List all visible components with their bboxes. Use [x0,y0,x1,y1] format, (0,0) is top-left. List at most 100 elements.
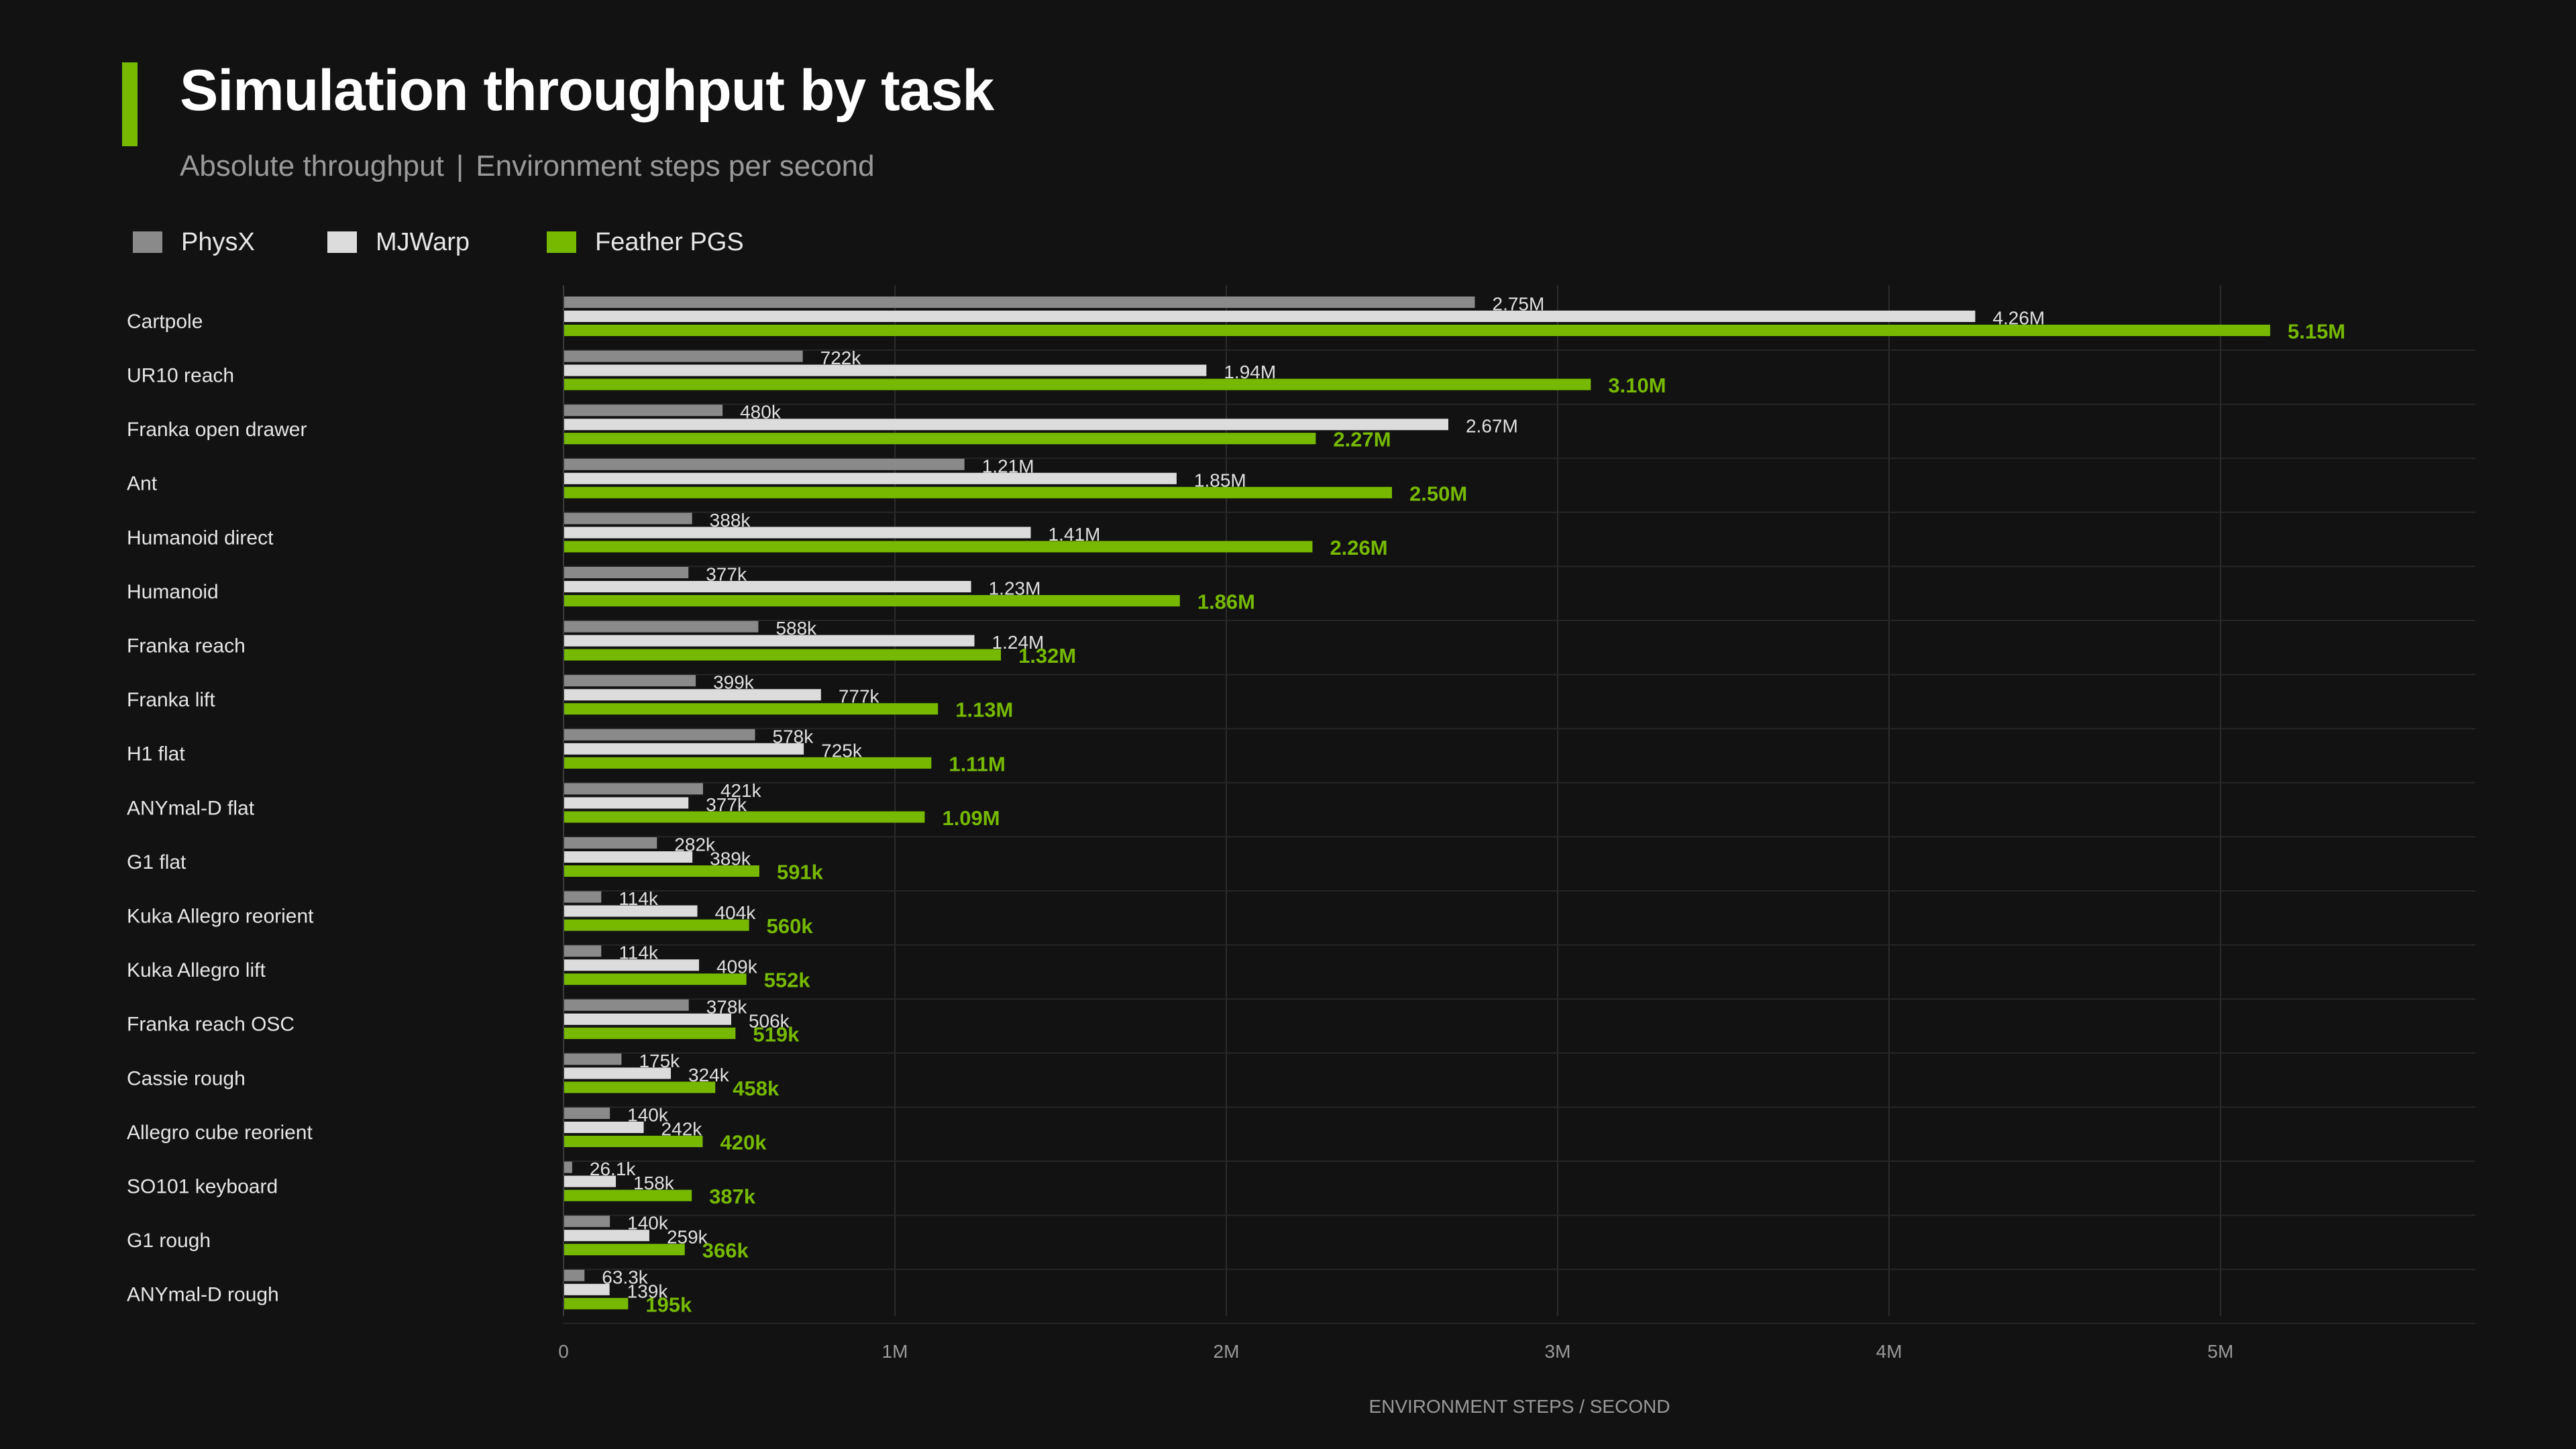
bar-mjwarp-allegro-cube-reorient [564,1122,644,1133]
bar-mjwarp-kuka-allegro-lift [564,959,700,971]
bar-physx-allegro-cube-reorient [564,1108,610,1119]
bar-feather-pgs-cassie-rough [564,1081,716,1093]
axis-layer: 0 1M 2M 3M 4M 5M ENVIRONMENT STEPS / SECOND [558,285,2233,1417]
value-label-mjwarp-franka-reach: 1.24M [992,632,1044,653]
bar-physx-franka-reach [564,621,759,633]
bar-feather-pgs-ur10-reach [564,378,1591,390]
value-label-physx-kuka-allegro-lift: 114k [619,943,659,963]
legend-swatch-mjwarp [327,231,357,253]
value-label-feather-pgs-ant: 2.50M [1409,482,1467,505]
category-label-ur10-reach: UR10 reach [127,365,234,387]
bar-mjwarp-franka-open-drawer [564,419,1448,431]
bar-physx-humanoid [564,567,689,578]
value-label-mjwarp-franka-open-drawer: 2.67M [1466,416,1518,437]
bar-feather-pgs-franka-open-drawer [564,433,1316,445]
bar-physx-anymal-d-rough [564,1269,585,1281]
title-accent-bar [122,62,138,146]
legend-swatch-physx [133,231,162,253]
bar-mjwarp-g1-rough [564,1230,649,1242]
category-label-h1-flat: H1 flat [127,743,185,765]
subtitle-right: Environment steps per second [476,150,875,182]
subtitle-left: Absolute throughput [180,150,444,182]
bar-feather-pgs-g1-rough [564,1244,685,1256]
category-label-humanoid-direct: Humanoid direct [127,527,274,549]
value-label-mjwarp-allegro-cube-reorient: 242k [661,1119,703,1140]
value-label-feather-pgs-cassie-rough: 458k [733,1077,780,1100]
bar-feather-pgs-humanoid-direct [564,541,1313,553]
value-label-feather-pgs-g1-flat: 591k [777,861,824,884]
category-label-franka-lift: Franka lift [127,689,215,711]
bar-mjwarp-so101-keyboard [564,1175,616,1187]
legend-item-mjwarp: MJWarp [327,225,470,259]
bar-physx-h1-flat [564,729,755,741]
bar-mjwarp-cartpole [564,311,1976,322]
bar-physx-franka-lift [564,675,696,687]
bar-feather-pgs-franka-reach [564,649,1002,661]
bar-feather-pgs-franka-lift [564,703,938,715]
bar-mjwarp-ant [564,472,1177,484]
category-label-franka-reach: Franka reach [127,635,246,657]
category-label-so101-keyboard: SO101 keyboard [127,1176,278,1198]
value-label-feather-pgs-kuka-allegro-reorient: 560k [767,914,814,938]
bar-physx-ur10-reach [564,350,803,362]
chart-title: Simulation throughput by task [180,58,994,123]
value-label-feather-pgs-franka-lift: 1.13M [955,698,1013,722]
bar-feather-pgs-kuka-allegro-lift [564,973,747,985]
value-label-mjwarp-kuka-allegro-lift: 409k [716,957,758,977]
category-label-anymal-d-rough: ANYmal-D rough [127,1284,279,1306]
legend-label-physx: PhysX [181,227,255,256]
bars-layer [564,297,2271,1309]
bar-physx-kuka-allegro-reorient [564,891,602,903]
value-label-feather-pgs-ur10-reach: 3.10M [1608,374,1666,397]
bar-feather-pgs-humanoid [564,595,1180,606]
bar-physx-cassie-rough [564,1053,622,1065]
x-tick-label-4m: 4M [1876,1341,1902,1362]
bar-mjwarp-cassie-rough [564,1067,672,1079]
value-label-physx-cartpole: 2.75M [1493,294,1545,315]
grid-layer [564,285,2475,1324]
category-label-allegro-cube-reorient: Allegro cube reorient [127,1122,313,1144]
value-label-mjwarp-cassie-rough: 324k [688,1065,730,1085]
value-label-mjwarp-h1-flat: 725k [821,740,863,761]
value-label-physx-allegro-cube-reorient: 140k [627,1105,669,1126]
bar-physx-g1-rough [564,1216,610,1228]
value-label-physx-kuka-allegro-reorient: 114k [619,888,659,909]
category-label-cartpole: Cartpole [127,311,203,333]
x-tick-label-1m: 1M [882,1341,908,1362]
value-label-physx-franka-reach: 588k [775,618,817,639]
x-axis-label: ENVIRONMENT STEPS / SECOND [1368,1396,1670,1417]
value-label-feather-pgs-kuka-allegro-lift: 552k [764,969,811,992]
value-label-mjwarp-franka-lift: 777k [839,686,880,707]
value-label-feather-pgs-anymal-d-flat: 1.09M [942,806,1000,830]
value-label-physx-g1-rough: 140k [627,1213,669,1234]
bar-mjwarp-kuka-allegro-reorient [564,905,698,917]
x-tick-label-0: 0 [558,1341,569,1362]
category-label-anymal-d-flat: ANYmal-D flat [127,797,255,819]
bar-feather-pgs-anymal-d-flat [564,811,925,823]
bar-physx-franka-open-drawer [564,405,723,417]
legend-swatch-feather-pgs [547,231,576,253]
x-tick-label-3m: 3M [1545,1341,1571,1362]
category-label-cassie-rough: Cassie rough [127,1067,246,1089]
subtitle-separator: | [455,150,464,182]
value-label-mjwarp-so101-keyboard: 158k [633,1173,675,1193]
bar-physx-ant [564,458,965,470]
legend-label-mjwarp: MJWarp [376,227,470,256]
value-label-mjwarp-humanoid-direct: 1.41M [1049,524,1101,545]
legend-label-feather-pgs: Feather PGS [595,227,744,256]
bar-feather-pgs-g1-flat [564,865,759,877]
value-label-mjwarp-franka-reach-osc: 506k [749,1010,790,1031]
value-label-feather-pgs-franka-reach-osc: 519k [753,1022,800,1046]
value-label-physx-anymal-d-rough: 63.3k [602,1267,648,1287]
bar-feather-pgs-allegro-cube-reorient [564,1136,703,1147]
value-label-physx-anymal-d-flat: 421k [720,780,762,801]
chart-subtitle: Absolute throughput | Environment steps pe… [180,150,875,183]
bar-feather-pgs-h1-flat [564,757,932,769]
value-label-mjwarp-anymal-d-flat: 377k [706,794,747,815]
bar-mjwarp-anymal-d-flat [564,797,689,809]
value-label-physx-so101-keyboard: 26.1k [590,1159,636,1179]
value-label-mjwarp-cartpole: 4.26M [1992,308,2045,329]
bar-mjwarp-anymal-d-rough [564,1283,610,1295]
